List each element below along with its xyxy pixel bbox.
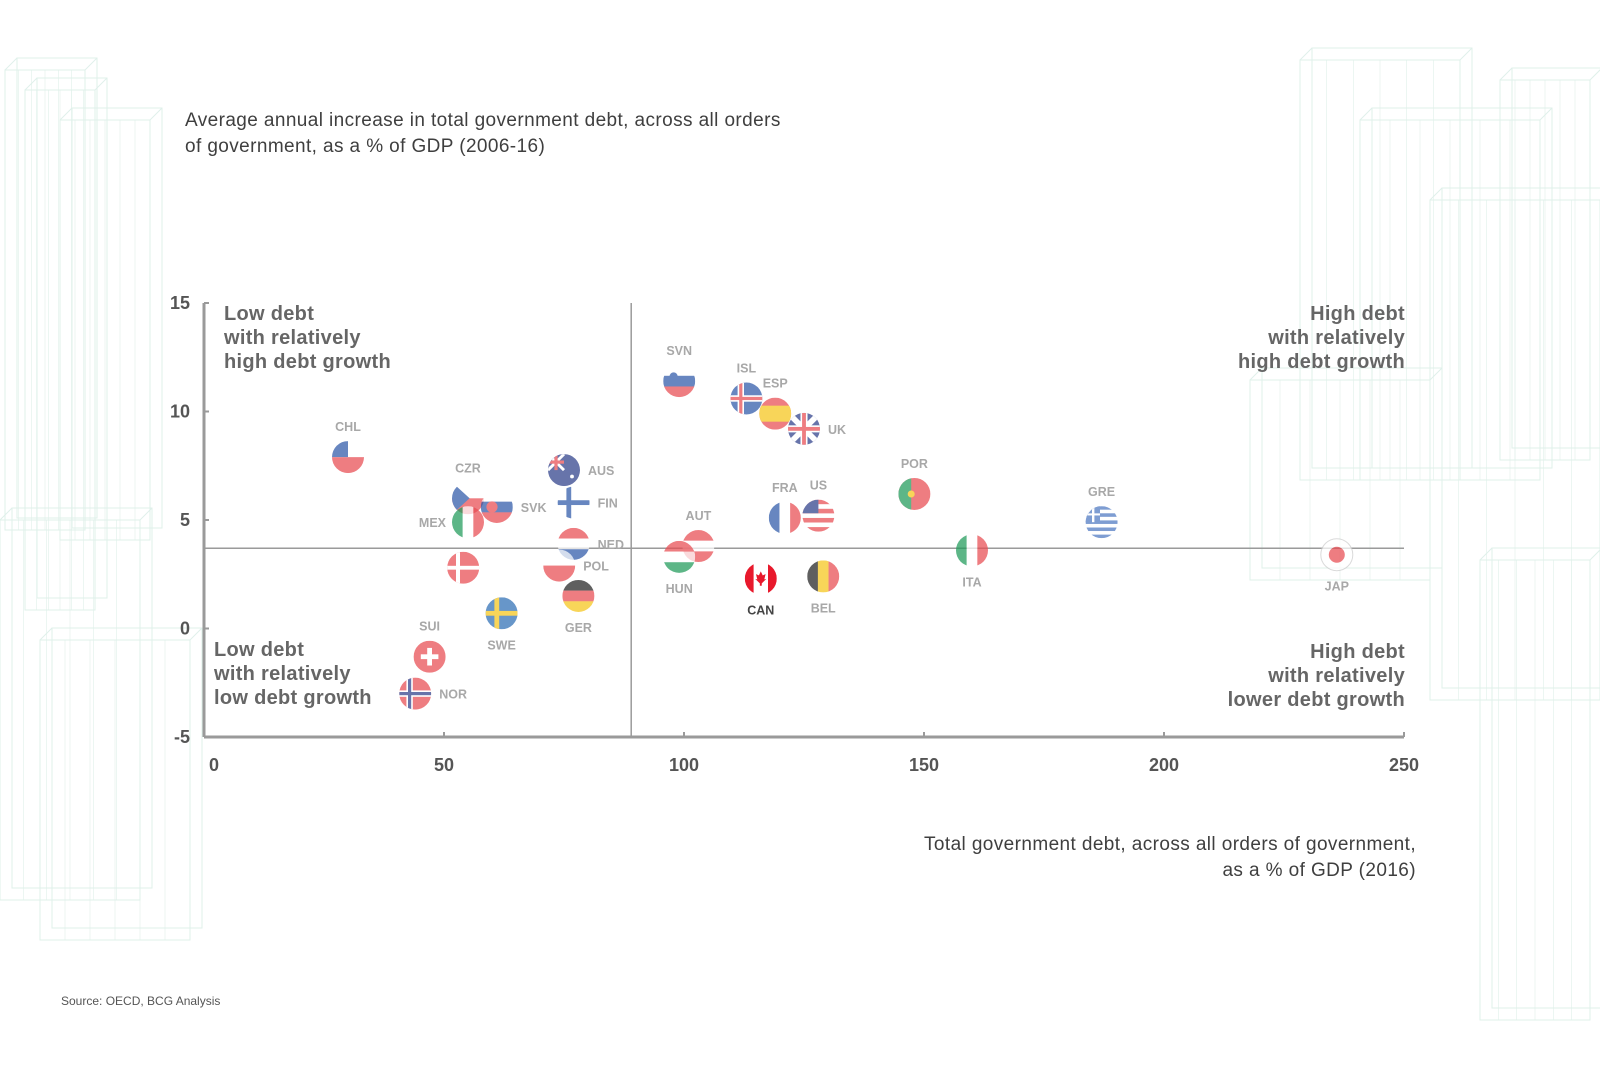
data-point-ita [956, 534, 988, 567]
data-point-ger [562, 579, 595, 612]
point-label: FRA [772, 481, 798, 495]
point-label: SUI [419, 620, 440, 634]
x-tick-label: 0 [209, 755, 219, 775]
data-point-svk [480, 490, 513, 523]
point-label: NOR [439, 688, 467, 702]
data-point-us [802, 499, 835, 532]
point-label: JAP [1325, 580, 1349, 594]
x-tick-label: 50 [434, 755, 454, 775]
data-point-ned [557, 527, 590, 560]
data-point-sui [413, 640, 446, 673]
data-point-aut [682, 530, 715, 563]
y-tick-label: -5 [174, 727, 190, 747]
point-label: SVK [521, 501, 547, 515]
point-label: ITA [962, 575, 981, 589]
point-label: GRE [1088, 485, 1115, 499]
quadrant-label-bottom-left: Low debt with relatively low debt growth [214, 639, 372, 709]
y-axis-title: Average annual increase in total governm… [185, 110, 781, 157]
point-label: HUN [666, 582, 693, 596]
x-tick-label: 200 [1149, 755, 1179, 775]
y-tick-label: 10 [170, 402, 190, 422]
x-axis-title: Total government debt, across all orders… [924, 834, 1416, 881]
point-label: AUS [588, 464, 614, 478]
data-point-gre [1085, 506, 1118, 539]
point-label: CAN [747, 604, 774, 618]
y-tick-label: 0 [180, 619, 190, 639]
data-point-nor [399, 677, 432, 710]
data-point-pol [543, 549, 576, 582]
source-note: Source: OECD, BCG Analysis [61, 994, 221, 1008]
data-point-chl [332, 441, 364, 474]
data-point-bel [807, 560, 840, 593]
data-point-aus [548, 454, 580, 487]
point-label: NED [598, 538, 624, 552]
x-tick-label: 250 [1389, 755, 1419, 775]
data-point-por [898, 477, 931, 510]
point-label: US [810, 479, 827, 493]
point-label: SVN [666, 344, 692, 358]
quadrant-label-top-right: High debt with relatively high debt grow… [1238, 303, 1405, 373]
point-label: MEX [419, 516, 447, 530]
data-point-swe [485, 597, 518, 630]
point-label: ISL [737, 361, 757, 375]
point-label: POR [901, 457, 928, 471]
data-point-isl [730, 382, 763, 415]
x-tick-label: 150 [909, 755, 939, 775]
point-label: POL [583, 560, 609, 574]
point-label: SWE [487, 638, 515, 652]
point-label: GER [565, 621, 592, 635]
data-point-den [447, 551, 480, 584]
data-point-fra [768, 501, 801, 534]
point-label: CHL [335, 420, 361, 434]
point-label: BEL [811, 601, 836, 615]
data-points [332, 365, 1354, 710]
data-point-can [744, 562, 777, 595]
x-tick-label: 100 [669, 755, 699, 775]
point-label: CZR [455, 461, 481, 475]
data-point-esp [759, 397, 792, 430]
data-point-fin [557, 486, 590, 519]
y-tick-label: 5 [180, 510, 190, 530]
point-label: FIN [598, 497, 618, 511]
quadrant-label-bottom-right: High debt with relatively lower debt gro… [1227, 641, 1405, 711]
data-point-uk [788, 412, 820, 445]
point-label: ESP [763, 377, 788, 391]
data-point-hun [663, 540, 696, 573]
quadrant-label-top-left: Low debt with relatively high debt growt… [224, 303, 391, 373]
data-point-jap [1320, 538, 1354, 572]
data-point-svn [663, 365, 696, 398]
y-tick-label: 15 [170, 293, 190, 313]
point-label: UK [828, 423, 846, 437]
point-label: AUT [686, 509, 712, 523]
data-point-mex [452, 506, 484, 539]
